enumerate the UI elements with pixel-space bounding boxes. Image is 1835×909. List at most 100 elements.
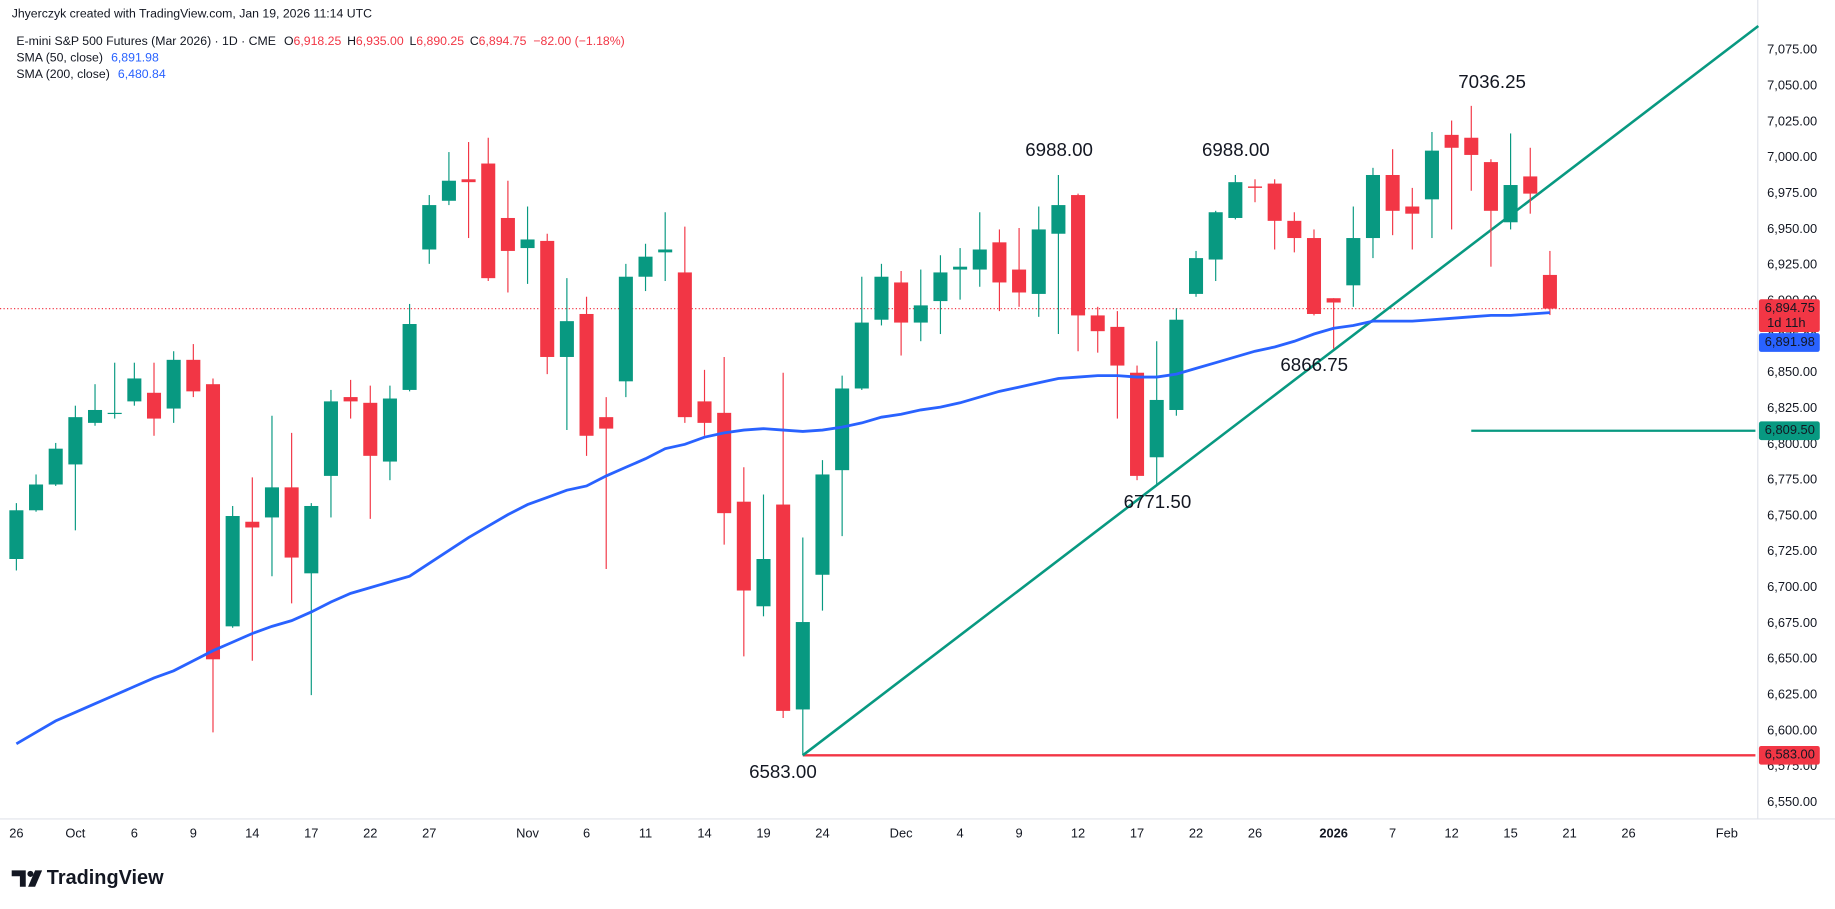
candle-body [1306, 238, 1322, 314]
sma50-value: 6,891.98 [111, 51, 159, 65]
x-tick-label: Oct [65, 826, 85, 841]
candle-body [166, 359, 181, 409]
candle-body [402, 324, 417, 390]
x-tick-label: Nov [516, 826, 539, 841]
annotation: 6988.00 [1025, 139, 1093, 160]
candle-body [1090, 315, 1105, 332]
candle-body [1542, 274, 1557, 309]
symbol-legend: E-mini S&P 500 Futures (Mar 2026) · 1D ·… [16, 34, 624, 48]
candle-body [1483, 162, 1498, 211]
candle-body [1247, 186, 1263, 188]
candle-body [1385, 174, 1400, 211]
x-tick-label: 12 [1444, 826, 1458, 841]
y-tick-label: 6,925.00 [1767, 257, 1817, 272]
candle-body [638, 256, 653, 277]
x-tick-label: 22 [1189, 826, 1203, 841]
c-value: 6,894.75 [479, 34, 527, 48]
candle-body [618, 276, 633, 382]
candle-body [1130, 372, 1145, 476]
x-tick-label: 26 [1621, 826, 1635, 841]
candle-body [835, 388, 850, 471]
y-tick-label: 7,025.00 [1767, 113, 1817, 128]
candle-body [540, 240, 555, 357]
c-label: C [470, 34, 479, 48]
candle-body [186, 359, 201, 392]
x-tick-label: 6 [583, 826, 590, 841]
annotation: 6583.00 [749, 761, 817, 782]
candle-body [913, 305, 928, 323]
candle-body [9, 510, 24, 559]
candle-body [461, 179, 476, 183]
candle-body [599, 417, 614, 429]
candle-body [1267, 183, 1282, 221]
y-tick-label: 6,775.00 [1767, 472, 1817, 487]
x-tick-label: 26 [9, 826, 23, 841]
candle-body [658, 249, 673, 253]
candle-body [1365, 174, 1380, 239]
y-tick-label: 6,825.00 [1767, 400, 1817, 415]
candle-body [1503, 185, 1518, 223]
candle-body [500, 217, 515, 251]
logo-part [27, 870, 34, 877]
candle-body [1071, 195, 1086, 316]
y-tick-label: 6,750.00 [1767, 507, 1817, 522]
candle-body [441, 180, 456, 201]
candle-body [323, 401, 338, 476]
l-value: 6,890.25 [416, 34, 464, 48]
o-label: O [284, 34, 294, 48]
candle-body [579, 313, 594, 436]
candle-body [1405, 206, 1420, 214]
price-label: 6,894.75 [1765, 300, 1815, 315]
candle-body [1287, 220, 1302, 239]
logo-part [11, 870, 26, 887]
x-tick-label: Feb [1716, 826, 1738, 841]
candle-body [1464, 137, 1479, 155]
candle-body [1169, 319, 1184, 410]
y-tick-label: 6,700.00 [1767, 579, 1817, 594]
candle-body [894, 282, 909, 323]
y-tick-label: 6,600.00 [1767, 722, 1817, 737]
h-value: 6,935.00 [356, 34, 404, 48]
x-tick-label: 27 [422, 826, 436, 841]
price-label-box [1758, 299, 1820, 333]
candle-body [127, 378, 142, 402]
candle-body [1149, 399, 1164, 458]
candle-body [1012, 269, 1027, 293]
candle-body [68, 417, 83, 465]
sma-line [15, 311, 1551, 746]
candle-body [953, 266, 968, 270]
candle-body [756, 558, 771, 607]
candle-body [736, 501, 751, 591]
x-tick-label: 24 [815, 826, 829, 841]
candle-body [697, 401, 712, 423]
candle-body [815, 474, 830, 575]
candle-body [933, 272, 948, 302]
candle-body [1228, 182, 1243, 218]
candle-body [677, 272, 692, 418]
brand: TradingView [47, 867, 164, 889]
candle-body [146, 392, 162, 419]
x-tick-label: 4 [957, 826, 964, 841]
sma200-value: 6,480.84 [118, 67, 166, 81]
x-tick-label: 19 [756, 826, 770, 841]
sma50-legend: SMA (50, close) 6,891.98 [16, 51, 159, 65]
y-tick-label: 7,050.00 [1767, 78, 1817, 93]
change: −82.00 (−1.18%) [533, 34, 624, 48]
x-tick-label: 9 [1016, 826, 1023, 841]
tv-logo: TradingView [11, 867, 164, 889]
plot: 6,550.006,575.006,600.006,625.006,650.00… [0, 24, 1820, 841]
y-tick-label: 6,550.00 [1767, 794, 1817, 809]
candle-body [874, 276, 889, 320]
l-label: L [409, 34, 416, 48]
candle-body [304, 505, 319, 574]
countdown: 1d 11h [1767, 315, 1805, 330]
x-tick-label: 6 [131, 826, 138, 841]
annotation: 6988.00 [1202, 139, 1270, 160]
candle-body [107, 412, 122, 415]
candle-body [520, 239, 535, 249]
candle-body [972, 249, 987, 270]
x-tick-label: 17 [304, 826, 318, 841]
candle-body [1523, 176, 1538, 194]
